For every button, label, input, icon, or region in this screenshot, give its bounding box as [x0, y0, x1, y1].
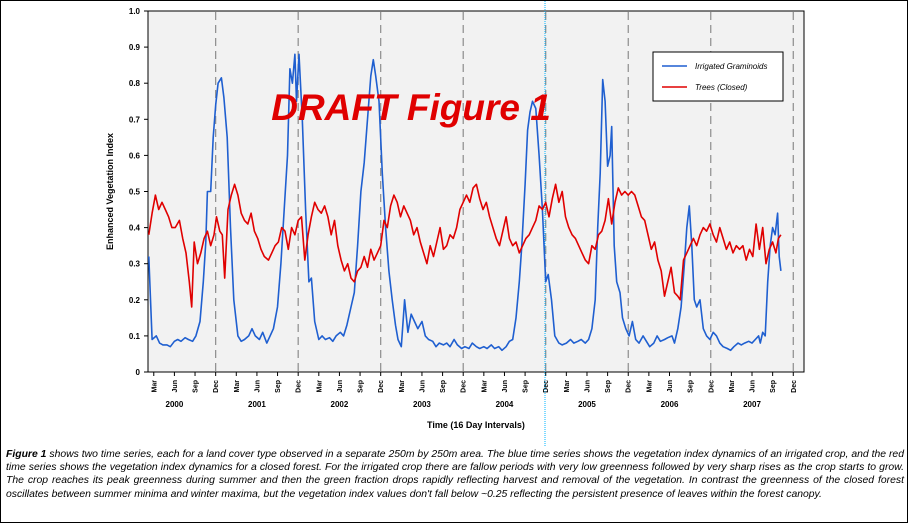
x-month-label: Jun	[667, 380, 674, 392]
ndvi-line-chart: 0 0.1 0.2 0.3 0.4 0.5 0.6 0.7 0.8 0.9 1.0 Mar Jun Sep…	[105, 1, 805, 446]
x-month-label: Dec	[543, 380, 550, 393]
x-month-label: Sep	[193, 380, 200, 393]
x-month-label: Sep	[523, 380, 530, 393]
x-month-label: Sep	[688, 380, 695, 393]
x-year-label: 2004	[496, 400, 514, 409]
x-month-label: Mar	[646, 380, 653, 393]
x-month-label: Jun	[502, 380, 509, 392]
x-month-label: Jun	[419, 380, 426, 392]
x-month-label: Dec	[378, 380, 385, 393]
x-year-label: 2006	[661, 400, 679, 409]
x-month-label: Jun	[750, 380, 757, 392]
y-tick-label: 0.5	[129, 188, 141, 197]
y-tick-label: 0.9	[129, 43, 141, 52]
figure-caption: Figure 1 shows two time series, each for…	[6, 448, 904, 501]
y-tick-label: 1.0	[129, 7, 141, 16]
x-year-label: 2005	[578, 400, 596, 409]
x-month-label: Dec	[461, 380, 468, 393]
x-month-label: Jun	[172, 380, 179, 392]
y-tick-label: 0.1	[129, 332, 141, 341]
x-month-label: Dec	[791, 380, 798, 393]
x-month-label: Jun	[254, 380, 261, 392]
draft-watermark: DRAFT Figure 1	[271, 87, 551, 128]
series-line-irrigated-graminoids	[148, 53, 782, 352]
x-month-label: Dec	[296, 380, 303, 393]
x-month-label: Mar	[481, 380, 488, 393]
x-month-label: Mar	[564, 380, 571, 393]
x-month-label: Sep	[275, 380, 282, 393]
y-tick-label: 0.3	[129, 260, 141, 269]
x-month-label: Sep	[358, 380, 365, 393]
x-month-label: Mar	[151, 380, 158, 393]
x-month-label: Mar	[399, 380, 406, 393]
x-month-label: Mar	[729, 380, 736, 393]
x-month-label: Dec	[213, 380, 220, 393]
x-month-label: Sep	[440, 380, 447, 393]
legend-box	[652, 51, 784, 102]
x-month-label: Jun	[584, 380, 591, 392]
legend-label: Irrigated Graminoids	[695, 62, 767, 71]
x-month-label: Dec	[708, 380, 715, 393]
y-tick-label: 0.2	[129, 296, 141, 305]
x-month-label: Dec	[626, 380, 633, 393]
x-month-label: Mar	[316, 380, 323, 393]
y-tick-label: 0.4	[129, 224, 141, 233]
x-year-label: 2000	[166, 400, 184, 409]
legend-label: Trees (Closed)	[695, 83, 748, 92]
x-month-label: Mar	[234, 380, 241, 393]
x-year-label: 2007	[743, 400, 761, 409]
y-tick-label: 0.6	[129, 151, 141, 160]
series-line-trees-closed	[148, 183, 782, 308]
x-year-label: 2002	[331, 400, 349, 409]
x-month-label: Jun	[337, 380, 344, 392]
y-tick-label: 0.7	[129, 115, 141, 124]
y-tick-label: 0	[136, 368, 141, 377]
caption-text: shows two time series, each for a land c…	[6, 449, 904, 500]
x-year-label: 2003	[413, 400, 431, 409]
x-month-label: Sep	[770, 380, 777, 393]
x-axis-label: Time (16 Day Intervals)	[427, 420, 525, 430]
x-year-label: 2001	[248, 400, 266, 409]
y-axis-label: Enhanced Vegetation Index	[105, 133, 115, 250]
caption-lead: Figure 1	[6, 449, 47, 460]
y-tick-label: 0.8	[129, 79, 141, 88]
x-month-label: Sep	[605, 380, 612, 393]
